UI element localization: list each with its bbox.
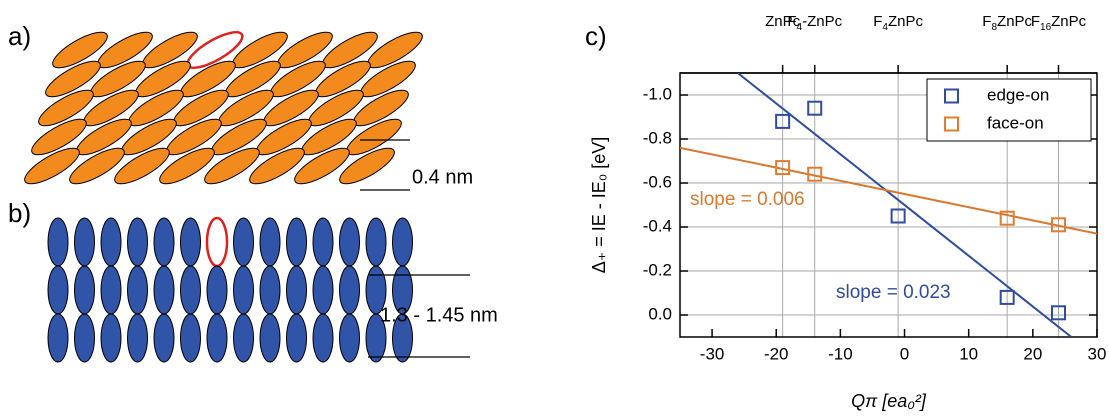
marker — [1051, 217, 1067, 233]
molecule — [339, 147, 395, 185]
x-tick-label: 30 — [1088, 344, 1107, 363]
chart: 0.0 -0.2 -0.4 -0.6 -0.8 -1.0 -30 -20 -10 0 10 20 30 Z… — [589, 13, 1107, 411]
spacing-label: 0.4 nm — [412, 166, 473, 188]
molecule — [180, 265, 201, 315]
x-tick-label: 20 — [1023, 344, 1042, 363]
annotation: slope = 0.006 — [690, 189, 805, 210]
marker — [890, 208, 906, 224]
molecule — [24, 147, 80, 185]
molecule — [52, 31, 108, 69]
molecule — [74, 313, 95, 363]
molecule — [31, 118, 87, 156]
molecule — [47, 265, 69, 315]
fit-line — [737, 73, 1072, 337]
x-tick-label: 0 — [900, 344, 909, 363]
molecule — [74, 217, 95, 267]
marker — [807, 100, 823, 116]
molecule — [153, 265, 175, 315]
legend-label: face-on — [987, 113, 1044, 132]
molecule — [339, 313, 360, 363]
molecule — [100, 217, 122, 267]
x-axis-label: Qπ [ea₀²] — [851, 391, 927, 411]
molecule — [127, 217, 148, 267]
x-tick-label: 10 — [959, 344, 978, 363]
molecule — [45, 60, 101, 98]
molecule — [74, 265, 95, 315]
y-tick-label: -1.0 — [643, 84, 672, 103]
molecule — [233, 217, 254, 267]
molecule — [365, 313, 387, 363]
x-tick-label: -30 — [700, 344, 725, 363]
panel-a-molecules — [24, 30, 423, 185]
panel-label: c) — [585, 21, 607, 51]
molecule — [233, 265, 254, 315]
molecule — [180, 217, 201, 267]
molecule — [100, 313, 122, 363]
molecule — [114, 147, 170, 185]
legend-marker — [944, 88, 959, 104]
legend-label: edge-on — [987, 85, 1049, 104]
marker — [807, 166, 823, 182]
molecule — [259, 265, 281, 315]
y-tick-label: 0.0 — [648, 304, 672, 323]
molecule — [153, 217, 175, 267]
molecule — [100, 265, 122, 315]
marker — [775, 113, 791, 129]
molecule — [286, 217, 307, 267]
x-tick-label: -20 — [764, 344, 789, 363]
molecule — [159, 147, 215, 185]
molecule — [69, 147, 125, 185]
molecule — [206, 313, 228, 363]
marker — [1051, 305, 1067, 321]
molecule — [259, 313, 281, 363]
x-tick-label: -10 — [828, 344, 853, 363]
panel-label: b) — [8, 198, 31, 228]
molecule — [38, 89, 94, 127]
x2-tick-label: ZnPc — [765, 13, 801, 30]
legend-marker — [944, 116, 959, 132]
molecule — [312, 265, 334, 315]
molecule — [47, 217, 69, 267]
molecule — [294, 147, 350, 185]
y-tick-label: -0.2 — [643, 260, 672, 279]
molecule — [259, 217, 281, 267]
molecule — [339, 265, 360, 315]
marker — [775, 160, 791, 176]
panel-label: a) — [8, 21, 31, 51]
y-tick-label: -0.4 — [643, 216, 672, 235]
spacing-label: 1.3 - 1.45 nm — [380, 304, 498, 326]
x2-tick-label: F4-ZnPc — [787, 13, 842, 33]
molecule — [392, 313, 413, 363]
y-axis-label: Δ₊ = IE - IE₀ [eV] — [589, 137, 609, 274]
annotation: slope = 0.023 — [836, 282, 951, 303]
y-tick-label: -0.8 — [643, 128, 672, 147]
molecule — [233, 313, 254, 363]
x2-tick-label: F8ZnPc — [982, 13, 1032, 33]
y-tick-label: -0.6 — [643, 172, 672, 191]
marker — [999, 210, 1015, 226]
molecule — [180, 313, 201, 363]
panel-b-molecules — [47, 216, 413, 363]
molecule — [204, 147, 260, 185]
molecule — [339, 217, 360, 267]
molecule — [127, 265, 148, 315]
molecule — [312, 313, 334, 363]
molecule — [206, 265, 228, 315]
marker — [999, 289, 1015, 305]
x2-tick-label: F16ZnPc — [1031, 13, 1087, 33]
molecule — [312, 217, 334, 267]
molecule — [47, 313, 69, 363]
highlight-molecule — [205, 216, 229, 268]
molecule — [286, 265, 307, 315]
molecule — [127, 313, 148, 363]
fit-line — [680, 146, 1097, 235]
molecule — [286, 313, 307, 363]
x2-tick-label: F4ZnPc — [873, 13, 923, 33]
molecule — [249, 147, 305, 185]
molecule — [153, 313, 175, 363]
molecule — [365, 217, 387, 267]
molecule — [392, 217, 413, 267]
